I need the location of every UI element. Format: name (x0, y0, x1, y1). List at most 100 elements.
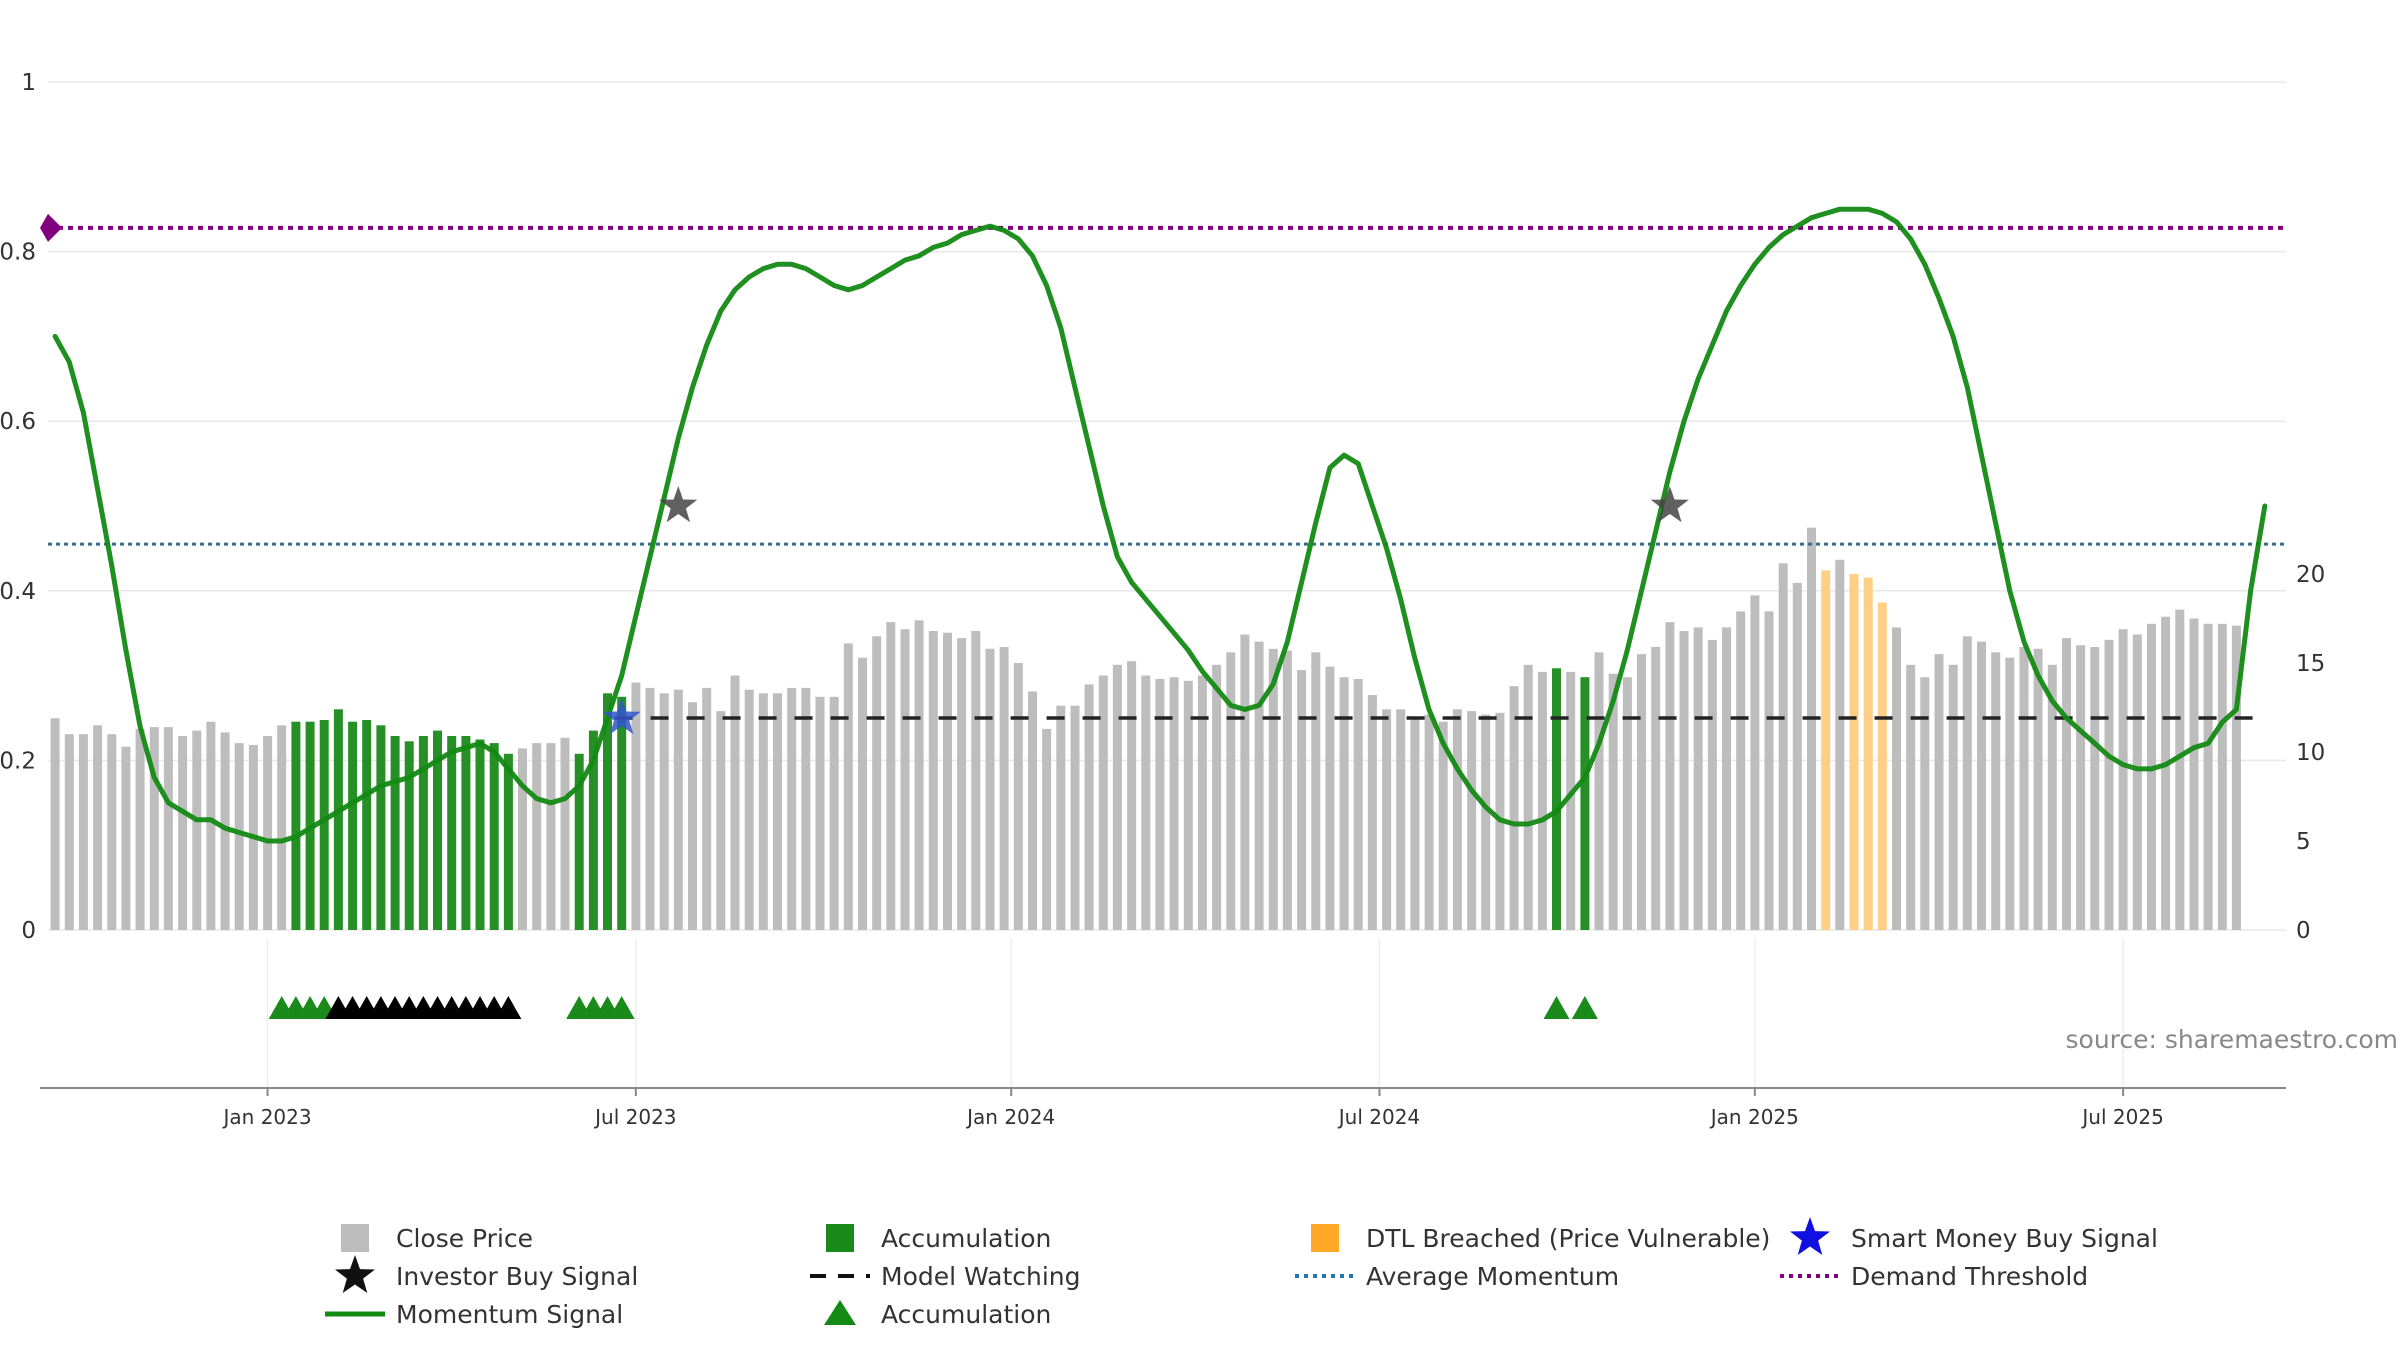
price-bar (1042, 728, 1052, 930)
price-bar (107, 734, 117, 930)
x-tick-label: Jan 2024 (965, 1105, 1055, 1129)
price-bar (1325, 666, 1335, 930)
price-bar (1877, 602, 1887, 930)
price-bar (603, 693, 612, 930)
price-bar (2062, 638, 2071, 930)
price-bar (1013, 663, 1023, 930)
price-bar (773, 693, 782, 930)
price-bar (1282, 650, 1292, 930)
price-bar (1722, 627, 1731, 930)
price-bar (1396, 709, 1406, 930)
price-bar (319, 720, 329, 930)
price-bar (1750, 595, 1760, 930)
price-bar (1339, 677, 1349, 930)
legend-marker (1790, 1217, 1830, 1255)
price-bar (1311, 652, 1321, 930)
left-tick-label: 0.2 (0, 748, 36, 774)
price-bar (2175, 609, 2185, 930)
price-bar (2147, 623, 2156, 930)
price-bar (1212, 664, 1222, 930)
price-bar (50, 718, 60, 930)
price-bar (1991, 652, 2001, 930)
price-bar (192, 730, 202, 930)
price-bar (2132, 634, 2142, 930)
price-bar (659, 693, 669, 930)
price-bar (1438, 721, 1448, 930)
price-bar (1920, 677, 1930, 930)
price-bar (1382, 709, 1392, 930)
price-bar (928, 631, 938, 930)
price-bar (149, 727, 159, 930)
price-bar (1693, 627, 1703, 930)
investor-triangle (495, 996, 522, 1019)
price-bar (673, 689, 683, 930)
legend-label: Demand Threshold (1851, 1262, 2088, 1291)
price-bar (688, 702, 697, 930)
price-bar (206, 721, 216, 930)
left-tick-label: 0.6 (0, 409, 36, 435)
price-bar (475, 739, 485, 930)
price-bar (1183, 680, 1193, 930)
price-bar (1297, 670, 1307, 930)
price-bar (1792, 582, 1802, 930)
price-bar (588, 730, 598, 930)
price-bar (1679, 631, 1689, 930)
price-bar (1948, 664, 1958, 930)
signal-markers (602, 486, 1689, 735)
price-bar (758, 693, 768, 930)
smart-money-star (602, 698, 641, 735)
price-bar (2189, 618, 2199, 930)
price-bar (957, 638, 967, 930)
price-bar (64, 734, 74, 930)
right-tick-label: 10 (2296, 740, 2325, 766)
price-bar (815, 696, 825, 930)
price-bar (1835, 559, 1845, 930)
price-bar (1098, 675, 1108, 930)
price-bar (1736, 611, 1746, 930)
price-bar (433, 730, 442, 930)
price-bar (2217, 623, 2227, 930)
price-bar (1537, 671, 1547, 930)
left-tick-label: 0.4 (0, 579, 36, 605)
price-bar (2033, 648, 2043, 930)
legend-label: Smart Money Buy Signal (1851, 1224, 2158, 1253)
price-bar (489, 743, 499, 930)
demand-threshold-marker (40, 213, 62, 242)
price-bar (730, 675, 740, 930)
price-bar (518, 748, 527, 930)
left-tick-label: 0.8 (0, 240, 36, 266)
price-bar (1084, 684, 1094, 930)
price-bar (1622, 677, 1632, 930)
price-bar (135, 728, 145, 930)
price-bar (1934, 654, 1944, 930)
price-bar (999, 647, 1009, 930)
price-bar (872, 636, 882, 930)
price-bar (886, 622, 896, 930)
price-bar (121, 746, 131, 930)
price-bar (1637, 654, 1646, 930)
price-bar (1452, 709, 1462, 930)
price-bar (560, 737, 570, 930)
price-bar (2019, 647, 2029, 930)
left-tick-label: 0 (21, 918, 36, 944)
price-bar (1070, 705, 1080, 930)
price-bar (234, 743, 244, 930)
price-bar (858, 657, 867, 930)
legend-label: Accumulation (881, 1300, 1051, 1329)
price-bar (1509, 686, 1519, 930)
price-bar (1566, 671, 1576, 930)
price-bar (1665, 622, 1675, 930)
price-bar (1906, 664, 1916, 930)
price-bar (1367, 695, 1377, 930)
price-bar (1141, 675, 1151, 930)
price-bar (574, 753, 584, 930)
price-bar (2005, 657, 2015, 930)
x-tick-label: Jul 2023 (593, 1105, 676, 1129)
price-bar (1424, 714, 1434, 930)
price-bar (631, 682, 641, 930)
price-bar (291, 721, 301, 930)
price-bar (1169, 677, 1179, 930)
price-bar (1778, 563, 1788, 930)
momentum-line (52, 206, 2268, 844)
price-bar (1892, 627, 1901, 930)
